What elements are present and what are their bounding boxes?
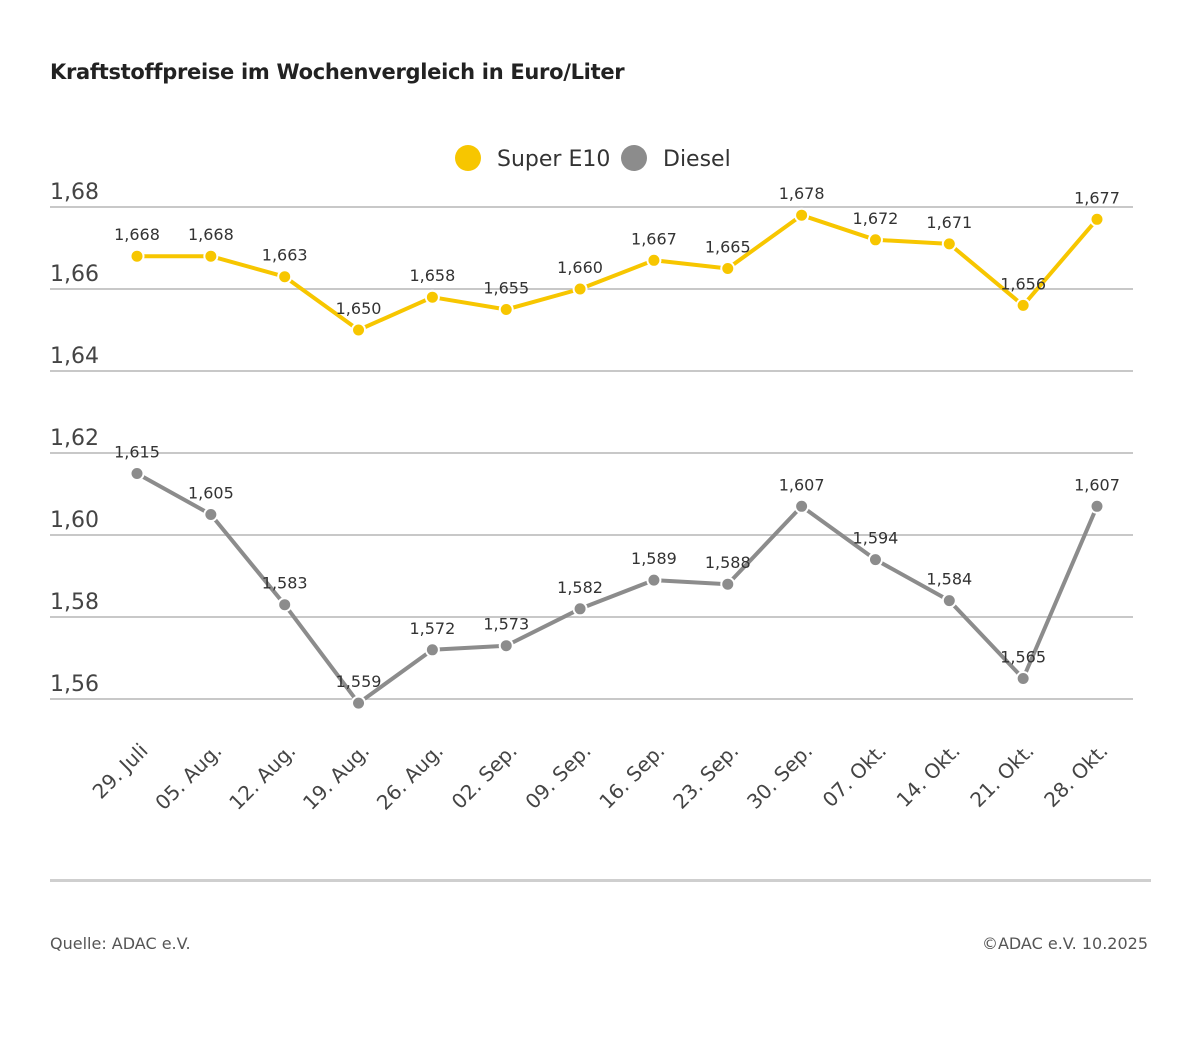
data-label: 1,672: [853, 209, 899, 228]
data-label: 1,660: [557, 258, 603, 277]
data-point: [351, 695, 367, 711]
data-point: [720, 576, 736, 592]
data-point: [1089, 498, 1105, 514]
data-point: [351, 322, 367, 338]
data-label: 1,589: [631, 549, 677, 568]
data-point: [277, 269, 293, 285]
data-point: [572, 281, 588, 297]
y-tick-label: 1,56: [50, 672, 99, 697]
data-point: [1015, 671, 1031, 686]
data-label: 1,588: [705, 553, 751, 572]
data-point: [794, 207, 810, 223]
legend-label: Super E10: [497, 147, 610, 172]
x-tick-label: 05. Aug.: [150, 739, 226, 815]
legend-marker: [455, 145, 481, 171]
legend-marker: [621, 145, 647, 171]
x-tick-label: 07. Okt.: [818, 739, 891, 812]
x-tick-label: 23. Sep.: [668, 739, 743, 814]
data-label: 1,573: [483, 615, 529, 634]
data-point: [129, 466, 145, 481]
series-line: [136, 471, 1099, 706]
x-tick-label: 14. Okt.: [892, 739, 965, 812]
data-label: 1,677: [1074, 188, 1120, 207]
x-tick-label: 16. Sep.: [594, 739, 669, 814]
data-label: 1,615: [114, 443, 160, 462]
data-label: 1,668: [114, 225, 160, 244]
x-tick-label: 12. Aug.: [224, 739, 300, 815]
x-tick-label: 30. Sep.: [742, 739, 817, 814]
y-tick-label: 1,58: [50, 590, 99, 615]
x-tick-label: 09. Sep.: [521, 739, 596, 814]
data-point: [129, 248, 145, 264]
data-label: 1,607: [779, 475, 825, 494]
y-tick-label: 1,66: [50, 262, 99, 287]
legend-label: Diesel: [663, 147, 731, 172]
data-label: 1,678: [779, 184, 825, 203]
data-label: 1,565: [1000, 648, 1046, 667]
y-tick-label: 1,68: [50, 180, 99, 205]
x-tick-label: 28. Okt.: [1039, 739, 1112, 812]
data-point: [867, 552, 883, 568]
divider: [50, 879, 1151, 882]
data-label: 1,583: [262, 574, 308, 593]
data-label: 1,655: [483, 279, 529, 298]
data-label: 1,658: [409, 266, 455, 285]
data-label: 1,607: [1074, 475, 1120, 494]
x-tick-label: 29. Juli: [88, 739, 153, 804]
data-label: 1,594: [853, 529, 899, 548]
data-point: [867, 232, 883, 248]
data-label: 1,665: [705, 238, 751, 257]
data-point: [498, 638, 514, 654]
data-label: 1,663: [262, 246, 308, 265]
series-line: [137, 213, 1099, 332]
data-point: [498, 302, 514, 317]
x-tick-label: 02. Sep.: [447, 739, 522, 814]
data-label: 1,668: [188, 225, 234, 244]
data-point: [646, 572, 662, 588]
data-point: [424, 289, 440, 305]
data-point: [203, 248, 219, 264]
y-tick-label: 1,64: [50, 344, 99, 369]
data-label: 1,605: [188, 484, 234, 503]
data-point: [277, 597, 293, 613]
data-label: 1,671: [926, 213, 972, 232]
data-point: [1015, 297, 1031, 313]
source-note: Quelle: ADAC e.V.: [50, 934, 191, 953]
x-tick-label: 26. Aug.: [372, 739, 448, 815]
data-point: [203, 507, 219, 522]
data-label: 1,656: [1000, 274, 1046, 293]
chart-title: Kraftstoffpreise im Wochenvergleich in E…: [50, 60, 625, 84]
data-point: [794, 498, 810, 514]
data-label: 1,650: [336, 299, 382, 318]
line-chart: 1,56 1,58 1,60 1,62 1,64 1,66 1,68 29. Juli05. …: [50, 145, 1133, 815]
x-tick-label: 19. Aug.: [298, 739, 374, 815]
x-tick-label: 21. Okt.: [965, 739, 1038, 812]
data-point: [646, 252, 662, 268]
data-label: 1,584: [926, 570, 972, 589]
data-point: [941, 236, 957, 252]
data-point: [941, 593, 957, 609]
data-point: [720, 261, 736, 276]
y-tick-label: 1,60: [50, 508, 99, 533]
data-point: [572, 601, 588, 617]
data-label: 1,667: [631, 229, 677, 248]
data-label: 1,582: [557, 578, 603, 597]
data-label: 1,559: [336, 672, 382, 691]
data-label: 1,572: [409, 619, 455, 638]
data-point: [424, 642, 440, 658]
copyright-note: ©ADAC e.V. 10.2025: [981, 934, 1148, 953]
data-point: [1089, 211, 1105, 227]
y-tick-label: 1,62: [50, 426, 99, 451]
